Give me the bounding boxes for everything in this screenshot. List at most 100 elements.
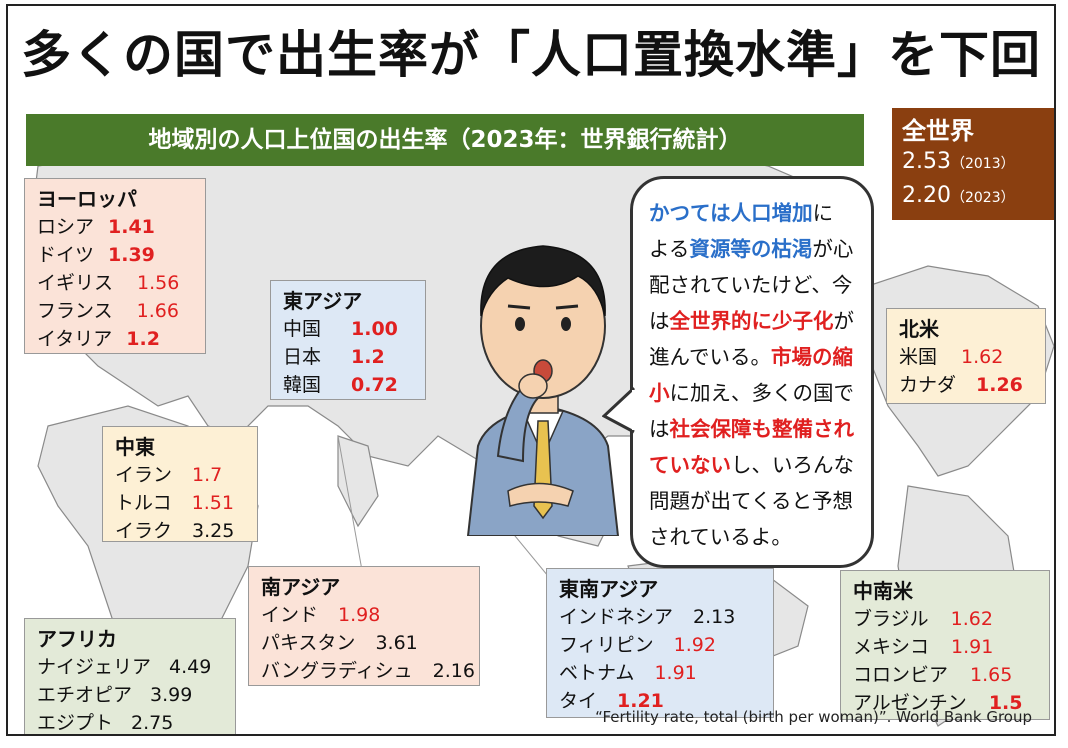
country-name: インド [261, 604, 319, 626]
fertility-rate: 1.39 [108, 244, 155, 266]
country-row: フランス 1.66 [37, 297, 193, 325]
fertility-rate: 1.98 [338, 604, 381, 626]
country-name: 米国 [899, 346, 938, 368]
bubble-text-highlight: かつては人口増加 [649, 201, 813, 225]
country-name: イラク [115, 520, 173, 542]
world-total-box: 全世界 2.53（2013） 2.20（2023） [892, 108, 1054, 220]
country-row: エジプト 2.75 [37, 709, 223, 734]
country-name: エジプト [37, 712, 114, 734]
country-row: イギリス 1.56 [37, 269, 193, 297]
region-name: アフリカ [37, 627, 117, 651]
country-name: パキスタン [261, 632, 356, 654]
country-row: インド 1.98 [261, 601, 467, 629]
fertility-rate: 1.2 [126, 328, 160, 350]
world-year: （2023） [950, 190, 1015, 206]
region-name: 中東 [115, 435, 155, 459]
country-row: タイ 1.21 [559, 687, 761, 715]
country-row: イラク 3.25 [115, 517, 245, 545]
region-box-latin-america: 中南米 ブラジル 1.62 メキシコ 1.91 コロンビア 1.65 アルゼンチン 1.… [840, 570, 1050, 720]
country-name: カナダ [899, 374, 957, 396]
fertility-rate: 1.51 [191, 492, 234, 514]
region-box-africa: アフリカ ナイジェリア 4.49 エチオピア 3.99 エジプト 2.75 [24, 618, 236, 734]
fertility-rate: 1.91 [951, 636, 994, 658]
region-name: 北米 [899, 317, 939, 341]
fertility-rate: 1.00 [351, 318, 398, 340]
fertility-rate: 1.65 [970, 664, 1013, 686]
fertility-rate: 2.75 [131, 712, 174, 734]
region-box-middle-east: 中東 イラン 1.7 トルコ 1.51 イラク 3.25 [102, 426, 258, 542]
fertility-rate: 1.26 [976, 374, 1023, 396]
country-name: バングラディシュ [261, 660, 413, 682]
bubble-text: に加え、多くの国では [649, 381, 854, 441]
bubble-text: に [812, 201, 834, 225]
country-row: トルコ 1.51 [115, 489, 245, 517]
region-box-europe: ヨーロッパ ロシア 1.41 ドイツ 1.39 イギリス 1.56 フランス 1.66 … [24, 178, 206, 354]
fertility-rate: 1.66 [136, 300, 179, 322]
fertility-rate: 1.5 [988, 692, 1023, 714]
world-row-2023: 2.20（2023） [902, 180, 1044, 214]
fertility-rate: 1.62 [950, 608, 993, 630]
country-row: フィリピン 1.92 [559, 631, 761, 659]
country-row: 中国 1.00 [283, 315, 413, 343]
source-citation: “Fertility rate, total (birth per woman)… [595, 708, 1032, 726]
country-name: ナイジェリア [37, 656, 152, 678]
region-box-south-asia: 南アジア インド 1.98 パキスタン 3.61 バングラディシュ 2.16 [248, 566, 480, 686]
region-name: 東南アジア [559, 577, 659, 601]
fertility-rate: 4.49 [169, 656, 212, 678]
fertility-rate: 1.21 [617, 690, 664, 712]
world-row-2013: 2.53（2013） [902, 146, 1044, 180]
fertility-rate: 1.91 [654, 662, 697, 684]
country-name: ロシア [37, 216, 95, 238]
country-row: 日本 1.2 [283, 343, 413, 371]
country-row: 米国 1.62 [899, 343, 1033, 371]
country-row: エチオピア 3.99 [37, 681, 223, 709]
country-name: イギリス [37, 272, 114, 294]
country-name: メキシコ [853, 636, 930, 658]
country-row: 韓国 0.72 [283, 371, 413, 399]
fertility-rate: 2.13 [693, 606, 736, 628]
page-title: 多くの国で出生率が「人口置換水準」を下回る [21, 26, 1041, 182]
region-name: 南アジア [261, 575, 341, 599]
world-heading: 全世界 [902, 117, 974, 145]
fertility-rate: 1.41 [108, 216, 155, 238]
fertility-rate: 1.62 [961, 346, 1004, 368]
fertility-rate: 1.2 [351, 346, 385, 368]
country-name: 韓国 [283, 374, 322, 396]
country-row: ロシア 1.41 [37, 213, 193, 241]
country-name: エチオピア [37, 684, 133, 706]
bubble-text: よる [649, 237, 690, 261]
country-name: タイ [559, 690, 598, 712]
infographic-frame: 多くの国で出生率が「人口置換水準」を下回る 地域別の人口上位国の出生率（2023… [6, 4, 1056, 736]
country-name: フランス [37, 300, 113, 322]
country-row: イタリア 1.2 [37, 325, 193, 353]
country-row: インドネシア 2.13 [559, 603, 761, 631]
fertility-rate: 0.72 [351, 374, 398, 396]
fertility-rate: 1.7 [192, 464, 223, 486]
country-name: フィリピン [559, 634, 654, 656]
country-name: アルゼンチン [853, 692, 967, 714]
fertility-rate: 1.56 [137, 272, 180, 294]
country-name: 中国 [283, 318, 322, 340]
bubble-text: が心配されていたけど、今は [649, 237, 854, 333]
country-name: インドネシア [559, 606, 674, 628]
region-name: ヨーロッパ [37, 187, 137, 211]
world-value: 2.20 [902, 183, 951, 208]
bubble-text-highlight: 社会保障も整備されていない [649, 417, 854, 477]
bubble-text-highlight: 資源等の枯渇 [689, 237, 813, 261]
fertility-rate: 2.16 [432, 660, 475, 682]
country-name: コロンビア [853, 664, 949, 686]
country-row: メキシコ 1.91 [853, 633, 1037, 661]
region-box-southeast-asia: 東南アジア インドネシア 2.13 フィリピン 1.92 ベトナム 1.91 タイ 1.… [546, 568, 774, 718]
country-row: カナダ 1.26 [899, 371, 1033, 399]
fertility-rate: 1.92 [673, 634, 716, 656]
fertility-rate: 3.61 [375, 632, 418, 654]
country-row: ドイツ 1.39 [37, 241, 193, 269]
speech-bubble-tail [602, 386, 636, 434]
country-name: イラン [115, 464, 173, 486]
fertility-rate: 3.99 [150, 684, 193, 706]
region-name: 中南米 [853, 579, 913, 603]
country-name: 日本 [283, 346, 322, 368]
bubble-text: し、いろんな問題が出てくると予想されているよ。 [649, 453, 854, 549]
country-row: ベトナム 1.91 [559, 659, 761, 687]
bubble-text-highlight: 市場の縮小 [649, 345, 853, 405]
